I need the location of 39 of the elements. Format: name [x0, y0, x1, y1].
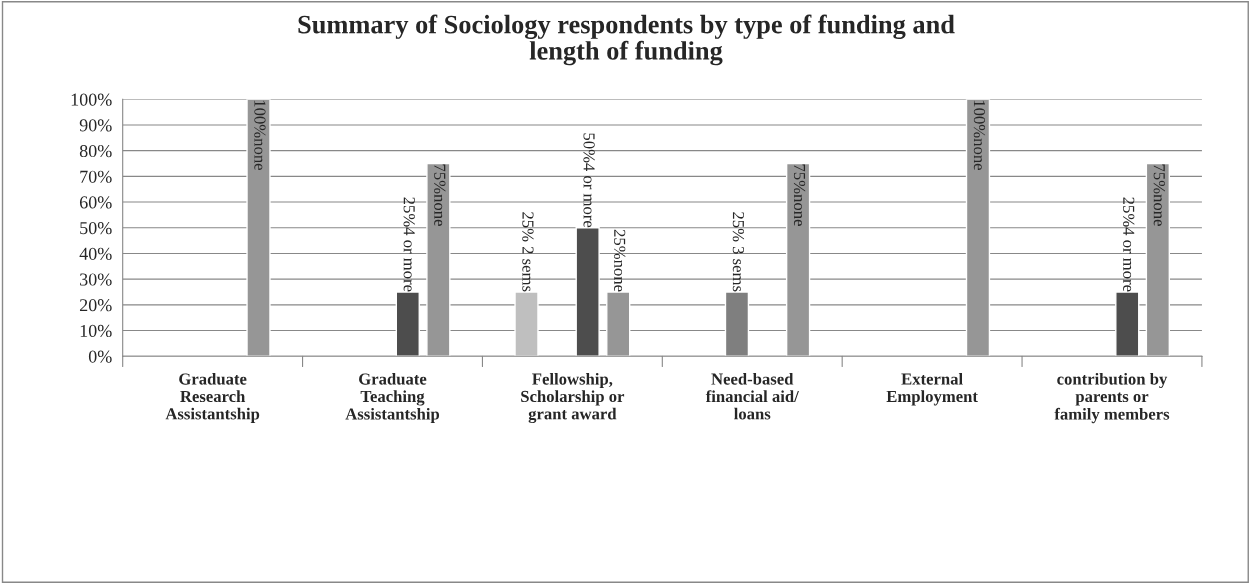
- data-label: 50%4 or more: [583, 133, 595, 228]
- data-label: 75%none: [793, 164, 806, 226]
- y-tick-label: 30%: [80, 273, 112, 286]
- y-tick-label: 40%: [79, 247, 112, 260]
- x-tick-label: contribution by parents or family members: [1054, 372, 1170, 424]
- x-tick-label: Fellowship, Scholarship or grant award: [521, 372, 625, 424]
- y-tick-label: 100%: [71, 93, 112, 106]
- bar: [426, 162, 451, 357]
- bar: [785, 162, 811, 357]
- x-tick-label: Graduate Teaching Assistantship: [345, 372, 440, 424]
- bar: [395, 291, 420, 357]
- data-label: 100%none: [973, 100, 986, 170]
- y-tick-label: 60%: [79, 196, 112, 209]
- data-label: 25%4 or more: [403, 197, 415, 292]
- bar: [1115, 291, 1140, 357]
- y-tick-label: 0%: [88, 350, 112, 363]
- data-label: 100%none: [254, 100, 266, 170]
- data-label: 25% 3 sems: [732, 212, 745, 292]
- bar: [965, 99, 991, 357]
- data-label: 75%none: [434, 164, 446, 226]
- bar: [575, 227, 600, 357]
- x-tick-label: Graduate Research Assistantship: [165, 372, 260, 423]
- y-tick-label: 80%: [79, 144, 112, 158]
- bar: [606, 291, 631, 357]
- y-tick-label: 70%: [80, 170, 112, 183]
- bar: [246, 99, 271, 357]
- y-tick-label: 50%: [80, 222, 112, 235]
- data-label: 25%4 or more: [1123, 197, 1135, 292]
- bar: [1145, 162, 1171, 357]
- x-tick-label: Need-based financial aid/ loans: [705, 372, 799, 420]
- bar: [514, 291, 539, 357]
- data-label: 25% 2 sems: [522, 212, 534, 292]
- data-label: 75%none: [1153, 164, 1165, 226]
- y-tick-label: 20%: [79, 299, 112, 312]
- y-tick-label: 10%: [80, 324, 112, 338]
- x-tick-label: External Employment: [886, 372, 978, 406]
- chart-title: Summary of Sociology respondents by type of funding and length of funding: [298, 14, 955, 66]
- y-tick-label: 90%: [79, 119, 112, 132]
- data-label: 25%none: [614, 229, 626, 292]
